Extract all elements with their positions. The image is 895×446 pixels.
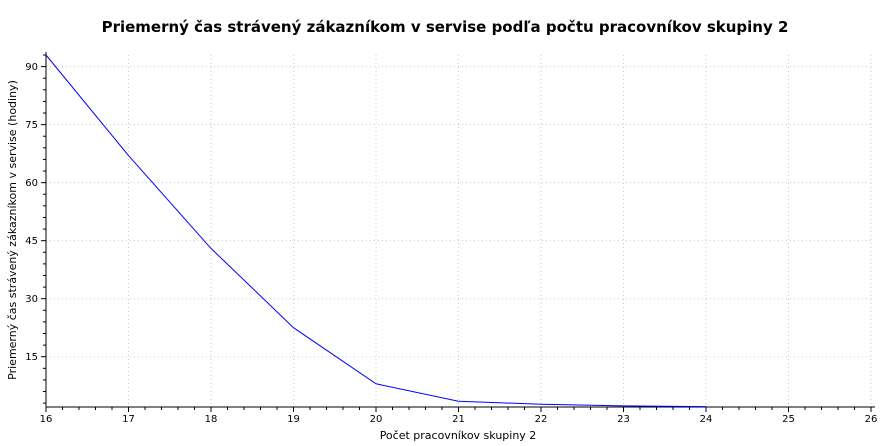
x-tick-label: 17 (122, 414, 135, 425)
x-tick-label: 18 (205, 414, 218, 425)
grid (46, 55, 872, 407)
x-axis-label: Počet pracovníkov skupiny 2 (380, 429, 537, 442)
x-tick-label: 20 (370, 414, 383, 425)
chart-title: Priemerný čas strávený zákazníkom v serv… (102, 18, 789, 36)
y-axis-label: Priemerný čas strávený zákazníkom v serv… (6, 80, 19, 380)
y-tick-label: 75 (25, 120, 38, 131)
x-tick-label: 21 (452, 414, 465, 425)
series-line (45, 54, 707, 408)
y-tick-label: 30 (25, 294, 38, 305)
x-tick-label: 22 (535, 414, 548, 425)
x-axis-ticks: 16 17 18 19 20 21 22 23 24 25 26 (40, 407, 878, 425)
y-tick-label: 90 (25, 62, 38, 73)
y-tick-label: 60 (25, 178, 38, 189)
x-tick-label: 25 (782, 414, 795, 425)
series (45, 54, 707, 408)
y-axis-ticks: 15 30 45 60 75 90 (25, 54, 46, 404)
axes (45, 52, 875, 408)
y-tick-label: 45 (25, 236, 38, 247)
x-tick-label: 16 (40, 414, 53, 425)
x-tick-label: 24 (700, 414, 713, 425)
x-tick-label: 19 (287, 414, 300, 425)
y-tick-label: 15 (25, 352, 38, 363)
x-tick-label: 26 (865, 414, 878, 425)
x-tick-label: 23 (617, 414, 630, 425)
